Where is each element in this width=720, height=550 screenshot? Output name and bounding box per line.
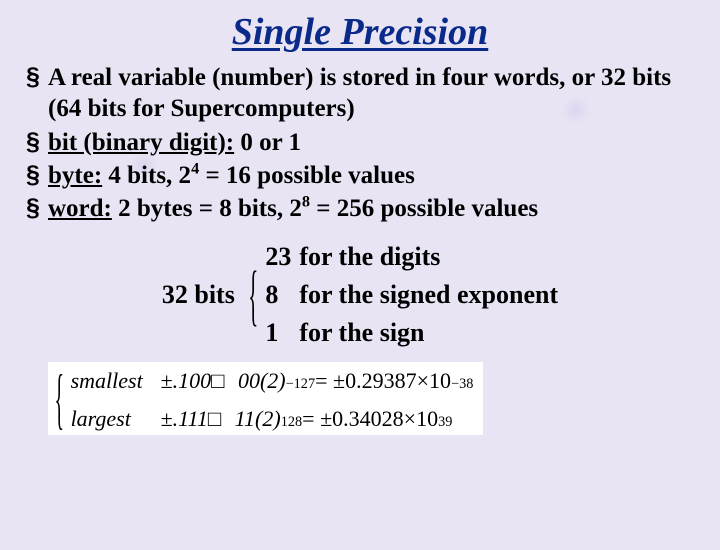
left-brace-icon: { <box>248 265 258 326</box>
brace-row: 23 for the digits <box>265 242 558 272</box>
formula-label: smallest <box>71 368 161 394</box>
range-formula: { smallest ± .100□ 00(2)−127 = ±0.29387 … <box>48 362 483 435</box>
slide-title: Single Precision <box>0 10 720 54</box>
formula-base: 10 <box>416 406 438 432</box>
brace-row: 8 for the signed exponent <box>265 280 558 310</box>
brace-row-text: for the digits <box>299 242 440 272</box>
bullet-item: § A real variable (number) is stored in … <box>26 62 694 125</box>
formula-base: 10 <box>429 368 451 394</box>
times-icon: × <box>404 406 416 432</box>
brace-num: 1 <box>265 318 299 348</box>
bullet-text: byte: 4 bits, 24 = 16 possible values <box>48 160 694 191</box>
formula-eq: = ±0.34028 <box>302 406 403 432</box>
bullet-item: § bit (binary digit): 0 or 1 <box>26 127 694 158</box>
formula-label: largest <box>71 406 161 432</box>
bullet-text: bit (binary digit): 0 or 1 <box>48 127 694 158</box>
plus-minus-icon: ± <box>161 406 173 432</box>
left-brace-icon: { <box>55 371 65 429</box>
bullet-marker: § <box>26 127 48 158</box>
formula-mantissa: .100 <box>173 368 212 394</box>
brace-num: 23 <box>265 242 299 272</box>
bullet-marker: § <box>26 193 48 224</box>
formula-mantissa: .111 <box>173 406 208 432</box>
formula-row-smallest: smallest ± .100□ 00(2)−127 = ±0.29387 × … <box>71 368 474 394</box>
formula-tail: 11(2) <box>235 406 281 432</box>
brace-rows: 23 for the digits 8 for the signed expon… <box>265 242 558 348</box>
bullet-marker: § <box>26 160 48 191</box>
formula-row-largest: largest ± .111□ 11(2)128 = ±0.34028 × 10… <box>71 406 474 432</box>
formula-eq: = ±0.29387 <box>315 368 416 394</box>
bullet-text: A real variable (number) is stored in fo… <box>48 62 694 125</box>
brace-num: 8 <box>265 280 299 310</box>
bullet-list: § A real variable (number) is stored in … <box>0 62 720 224</box>
bullet-text: word: 2 bytes = 8 bits, 28 = 256 possibl… <box>48 193 694 224</box>
brace-label: 32 bits <box>162 280 235 310</box>
bullet-item: § byte: 4 bits, 24 = 16 possible values <box>26 160 694 191</box>
times-icon: × <box>417 368 429 394</box>
brace-row-text: for the sign <box>299 318 424 348</box>
bullet-item: § word: 2 bytes = 8 bits, 28 = 256 possi… <box>26 193 694 224</box>
bullet-marker: § <box>26 62 48 93</box>
brace-row: 1 for the sign <box>265 318 558 348</box>
plus-minus-icon: ± <box>161 368 173 394</box>
bit-breakdown: 32 bits { 23 for the digits 8 for the si… <box>0 242 720 348</box>
brace-row-text: for the signed exponent <box>299 280 558 310</box>
formula-tail: 00(2) <box>238 368 286 394</box>
